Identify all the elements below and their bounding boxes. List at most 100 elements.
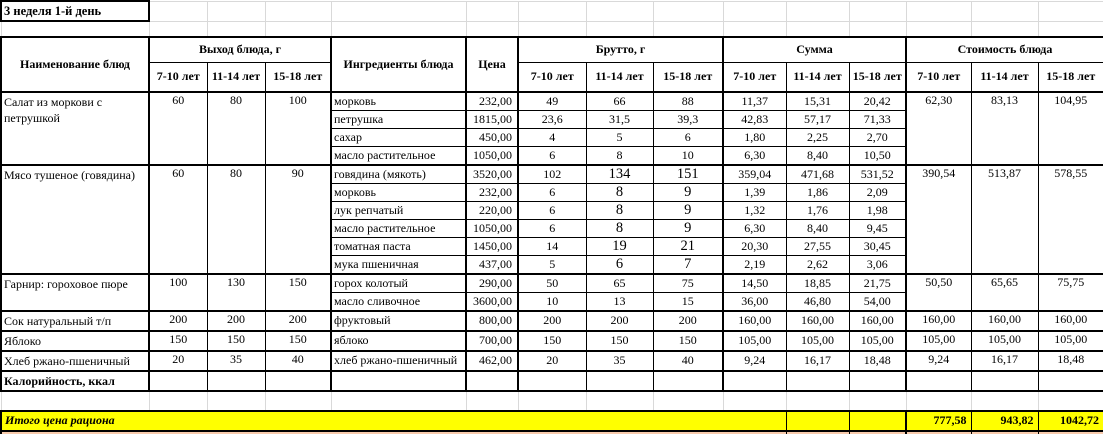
price-cell: 232,00 [465,91,519,111]
brutto-cell: 151 [652,164,724,184]
ingredient-cell: горох колотый [330,273,467,293]
sheet-title: 3 неделя 1-й день [0,0,150,22]
output-value-cell: 100 [148,273,208,312]
sum-cell: 16,17 [785,350,850,372]
brutto-cell: 35 [585,350,654,372]
sum-cell: 531,52 [848,164,907,184]
brutto-cell: 200 [585,310,654,332]
price-cell: 1450,00 [465,237,519,256]
ingredient-cell: петрушка [330,110,467,129]
output-value-cell [264,370,332,392]
price-cell: 800,00 [465,310,519,332]
output-value-cell: 35 [206,350,266,372]
sum-cell: 2,62 [785,255,850,275]
output-value-cell [206,370,266,392]
brutto-cell: 5 [585,128,654,147]
grid-cell [722,20,787,38]
sum-cell [848,370,907,392]
sum-cell: 1,32 [722,201,787,220]
brutto-cell: 39,3 [652,110,724,129]
grid-cell [0,20,150,38]
header-sum-group: Сумма [722,36,907,63]
header-age-col: 7-10 лет [148,62,208,93]
brutto-cell [585,370,654,392]
brutto-cell: 102 [517,164,587,184]
sum-cell: 105,00 [722,330,787,352]
ingredient-cell: морковь [330,183,467,202]
dish-cost-cell: 160,00 [970,310,1039,332]
sum-cell: 2,70 [848,128,907,147]
dish-cost-cell [1037,370,1103,392]
output-value-cell: 60 [148,91,208,166]
dish-cost-cell: 83,13 [970,91,1039,166]
grid-cell [1037,0,1103,22]
sum-cell: 6,30 [722,146,787,166]
price-cell: 3520,00 [465,164,519,184]
brutto-cell: 65 [585,273,654,293]
total-empty-cell [848,410,907,432]
sum-cell: 14,50 [722,273,787,293]
sum-cell: 359,04 [722,164,787,184]
grid-cell [848,390,907,412]
grid-cell [517,390,587,412]
total-row-label: Итого цена рациона [0,410,787,432]
output-value-cell: 200 [264,310,332,332]
sum-cell: 8,40 [785,146,850,166]
sum-cell: 15,31 [785,91,850,111]
total-value-cell: 777,58 [905,410,972,432]
ingredient-cell: мука пшеничная [330,255,467,275]
brutto-cell: 21 [652,237,724,256]
grid-cell [330,0,467,22]
grid-cell [585,390,654,412]
brutto-cell: 7 [652,255,724,275]
brutto-cell: 50 [517,273,587,293]
header-age-col: 15-18 лет [264,62,332,93]
grid-cell [970,390,1039,412]
brutto-cell: 8 [585,201,654,220]
header-age-col: 7-10 лет [905,62,972,93]
output-value-cell: 200 [206,310,266,332]
ingredient-cell: говядина (мякоть) [330,164,467,184]
sum-cell: 2,09 [848,183,907,202]
header-age-col: 11-14 лет [206,62,266,93]
dish-cost-cell [970,370,1039,392]
price-cell: 437,00 [465,255,519,275]
brutto-cell: 8 [585,219,654,238]
sum-cell: 105,00 [785,330,850,352]
total-value-cell: 943,82 [970,410,1039,432]
output-value-cell: 150 [148,330,208,352]
grid-cell [264,390,332,412]
sum-cell: 11,37 [722,91,787,111]
sum-cell: 1,76 [785,201,850,220]
grid-cell [905,0,972,22]
output-value-cell: 80 [206,91,266,166]
grid-cell [264,0,332,22]
sum-cell: 46,80 [785,292,850,312]
grid-cell [722,0,787,22]
price-cell: 450,00 [465,128,519,147]
grid-cell [970,0,1039,22]
price-cell: 462,00 [465,350,519,372]
brutto-cell: 31,5 [585,110,654,129]
sum-cell: 10,50 [848,146,907,166]
output-value-cell: 80 [206,164,266,275]
price-cell: 290,00 [465,273,519,293]
ingredient-cell: морковь [330,91,467,111]
grid-cell [148,20,208,38]
brutto-cell: 8 [585,146,654,166]
header-age-col: 15-18 лет [652,62,724,93]
header-cost-group: Стоимость блюда [905,36,1103,63]
brutto-cell: 9 [652,183,724,202]
dish-cost-cell: 105,00 [970,330,1039,352]
ingredient-cell: фруктовый [330,310,467,332]
brutto-cell: 6 [585,255,654,275]
brutto-cell: 9 [652,201,724,220]
output-value-cell [148,370,208,392]
brutto-cell: 6 [517,183,587,202]
ingredient-cell: хлеб ржано-пшеничный [330,350,467,372]
sum-cell: 2,25 [785,128,850,147]
total-empty-cell [785,410,850,432]
output-value-cell: 20 [148,350,208,372]
sum-cell: 1,39 [722,183,787,202]
